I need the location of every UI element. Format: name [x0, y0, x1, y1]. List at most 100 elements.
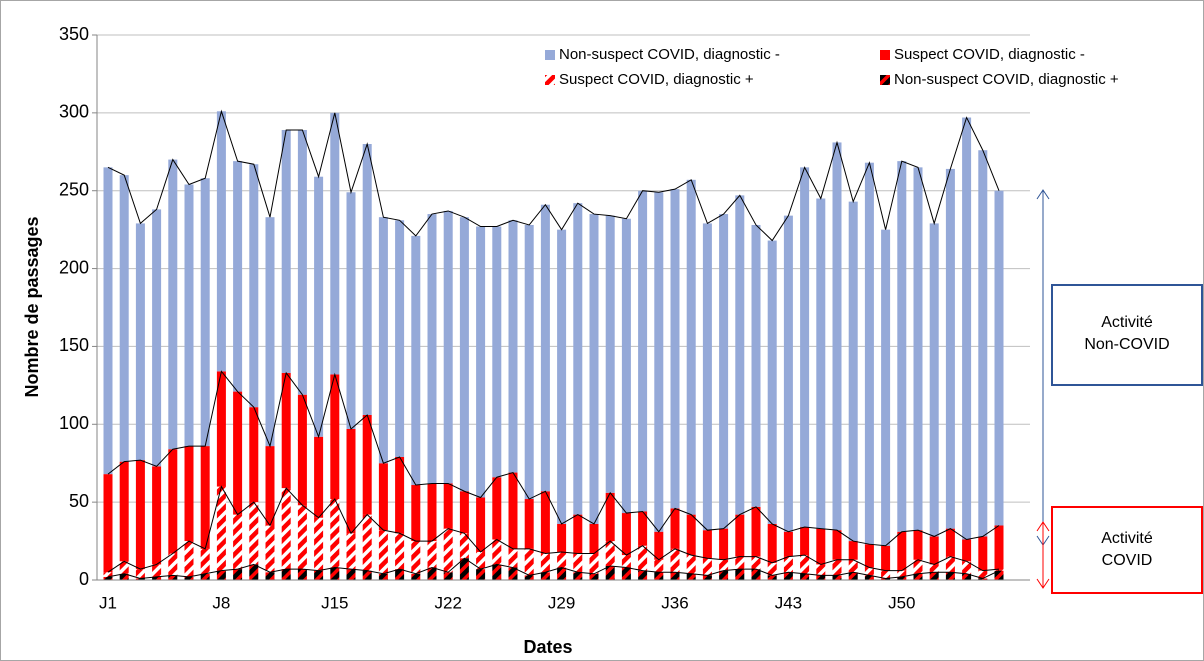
bar-segment	[508, 472, 518, 549]
bar-segment	[459, 558, 469, 580]
y-tick-label: 350	[59, 24, 89, 44]
annotation-text: Activité	[1101, 314, 1153, 331]
bar-segment	[913, 167, 923, 531]
legend-label: Suspect COVID, diagnostic +	[559, 71, 754, 88]
bar-segment	[929, 223, 939, 537]
bar-segment	[362, 144, 372, 415]
annotation-text: COVID	[1102, 552, 1153, 569]
bar-segment	[800, 555, 810, 574]
bar-segment	[492, 226, 502, 478]
y-tick-label: 100	[59, 413, 89, 433]
bar-segment	[994, 525, 1004, 570]
bar-segment	[945, 572, 955, 580]
stack-outline	[107, 485, 1000, 573]
bar-segment	[638, 511, 648, 546]
bar-segment	[233, 569, 243, 580]
bar-segment	[395, 533, 405, 570]
bar-segment	[654, 559, 664, 573]
bar-segment	[152, 466, 162, 565]
x-tick-label: J1	[99, 593, 117, 612]
bar-segment	[524, 224, 534, 500]
bar-segment	[540, 491, 550, 554]
bar-segment	[848, 559, 858, 573]
bar-segment	[621, 555, 631, 568]
bar-segment	[168, 159, 178, 450]
bar-segment	[281, 488, 291, 570]
bar-segment	[184, 541, 194, 577]
bar-segment	[654, 192, 664, 532]
bar-segment	[962, 561, 972, 574]
bar-segment	[540, 553, 550, 573]
bar-segment	[702, 530, 712, 559]
bar-segment	[621, 567, 631, 580]
annotation-box	[1051, 284, 1203, 386]
y-tick-label: 200	[59, 257, 89, 277]
bar-segment	[816, 198, 826, 529]
bar-segment	[459, 533, 469, 559]
bar-segment	[719, 214, 729, 529]
annotation-text: Non-COVID	[1084, 336, 1169, 353]
bar-segment	[508, 567, 518, 580]
legend-swatch	[545, 75, 555, 85]
bar-segment	[249, 564, 259, 580]
bar-segment	[314, 517, 324, 571]
bar-segment	[216, 371, 226, 487]
legend-swatch	[880, 75, 890, 85]
bar-segment	[265, 572, 275, 580]
bar-segment	[524, 499, 534, 549]
bar-segment	[573, 572, 583, 580]
bar-segment	[735, 195, 745, 515]
bar-segment	[589, 214, 599, 524]
bar-segment	[735, 514, 745, 557]
bar-segment	[864, 544, 874, 568]
bar-segment	[654, 572, 664, 580]
bar-segment	[135, 569, 145, 579]
bar-segment	[557, 229, 567, 524]
bar-segment	[135, 578, 145, 580]
bar-segment	[573, 553, 583, 573]
bar-segment	[832, 575, 842, 580]
bar-segment	[881, 578, 891, 580]
bar-segment	[492, 539, 502, 565]
legend-label: Non-suspect COVID, diagnostic -	[559, 46, 780, 63]
bar-segment	[864, 162, 874, 545]
bar-segment	[670, 572, 680, 580]
bar-segment	[897, 531, 907, 571]
bar-segment	[103, 474, 113, 573]
bar-segment	[346, 533, 356, 570]
bar-segment	[589, 573, 599, 580]
y-tick-label: 0	[79, 569, 89, 589]
bar-segment	[233, 391, 243, 515]
bar-segment	[670, 189, 680, 509]
bar-segment	[443, 528, 453, 573]
bar-segment	[265, 446, 275, 526]
bar-segment	[281, 569, 291, 580]
bar-segment	[346, 428, 356, 534]
bar-segment	[978, 536, 988, 571]
bar-segment	[735, 569, 745, 580]
bar-segment	[848, 201, 858, 542]
bar-segment	[249, 164, 259, 408]
bar-segment	[670, 548, 680, 573]
bar-segment	[200, 446, 210, 549]
bar-segment	[443, 572, 453, 580]
bar-segment	[476, 551, 486, 570]
bar-segment	[411, 573, 421, 580]
bar-segment	[216, 111, 226, 372]
bar-segment	[638, 190, 648, 512]
bar-segment	[929, 536, 939, 565]
bar-segment	[767, 523, 777, 563]
bar-segment	[557, 551, 567, 568]
bar-segment	[945, 168, 955, 529]
y-axis-label: Nombre de passages	[22, 216, 42, 397]
x-tick-label: J36	[661, 593, 688, 612]
bar-segment	[654, 531, 664, 560]
bar-segment	[411, 485, 421, 542]
bar-segment	[168, 553, 178, 576]
bar-segment	[573, 514, 583, 554]
stack-outline	[107, 109, 1000, 242]
bar-segment	[459, 217, 469, 492]
bar-segment	[621, 513, 631, 556]
bar-segment	[184, 184, 194, 447]
bar-segment	[362, 570, 372, 580]
